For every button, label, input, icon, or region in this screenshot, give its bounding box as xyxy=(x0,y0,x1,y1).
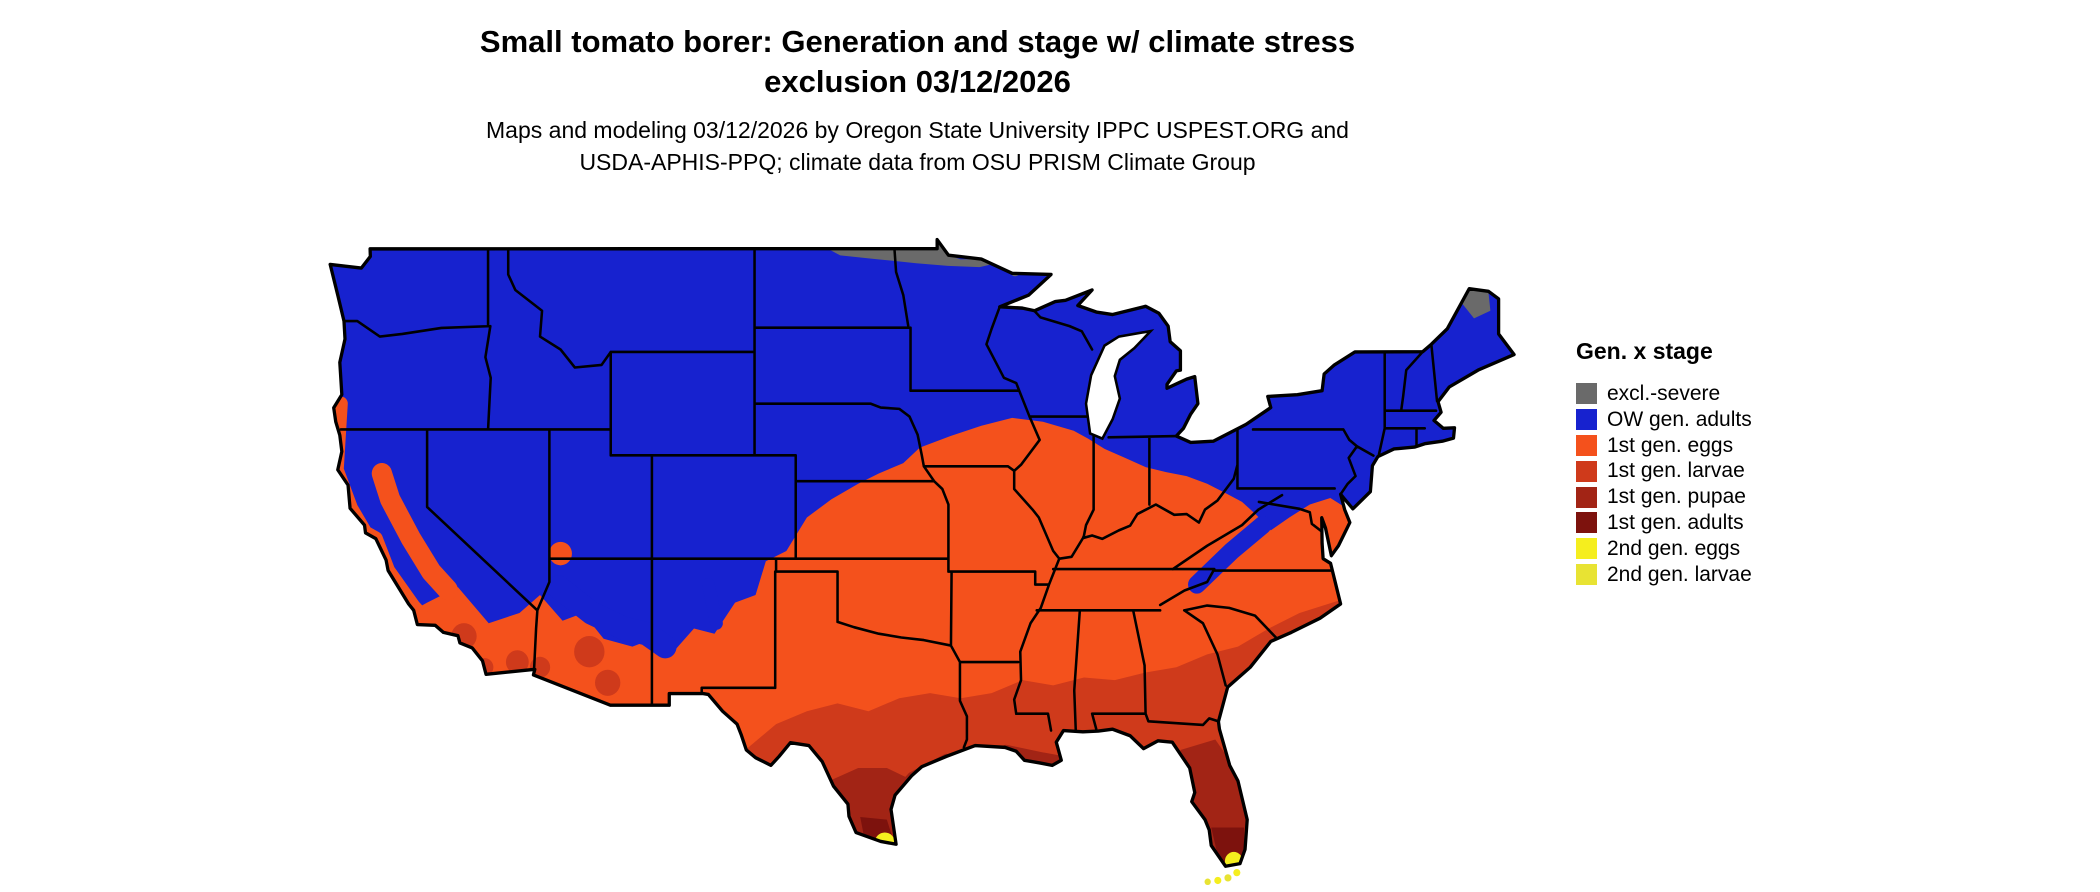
legend-label: 1st gen. eggs xyxy=(1607,433,1734,457)
legend-label: 1st gen. larvae xyxy=(1607,459,1745,483)
legend-item: 1st gen. eggs xyxy=(1576,433,1752,459)
us-map xyxy=(328,237,1516,886)
title-line-2: exclusion 03/12/2026 xyxy=(764,64,1071,99)
legend-swatch-excl-severe xyxy=(1576,383,1597,405)
state-borders xyxy=(339,247,1439,749)
legend-item: 1st gen. larvae xyxy=(1576,458,1752,484)
legend-item: 1st gen. pupae xyxy=(1576,484,1752,510)
legend-label: excl.-severe xyxy=(1607,382,1721,405)
legend-item: 2nd gen. eggs xyxy=(1576,536,1752,562)
region-excl-severe-maine xyxy=(1461,288,1491,319)
page-subtitle: Maps and modeling 03/12/2026 by Oregon S… xyxy=(0,114,1835,178)
title-line-1: Small tomato borer: Generation and stage… xyxy=(479,24,1356,59)
legend-swatch-ow-gen-adults xyxy=(1576,409,1597,431)
subtitle-line-2: USDA-APHIS-PPQ; climate data from OSU PR… xyxy=(579,149,1256,175)
florida-keys-dots xyxy=(1204,868,1241,886)
legend-label: 1st gen. pupae xyxy=(1607,485,1746,509)
subtitle-line-1: Maps and modeling 03/12/2026 by Oregon S… xyxy=(486,117,1349,143)
page-title: Small tomato borer: Generation and stage… xyxy=(0,22,1835,102)
region-blue-appalachians xyxy=(1188,516,1272,594)
legend: Gen. x stage excl.-severe OW gen. adults… xyxy=(1576,338,1752,587)
region-larvae-phoenix xyxy=(574,636,605,668)
legend-item: excl.-severe xyxy=(1576,381,1752,407)
legend-swatch-1st-gen-larvae xyxy=(1576,460,1597,482)
legend-item: 2nd gen. larvae xyxy=(1576,562,1752,588)
lake-michigan xyxy=(1084,329,1155,441)
legend-title: Gen. x stage xyxy=(1576,338,1713,364)
region-larvae-imperial-valley xyxy=(505,650,529,674)
map-raster-regions xyxy=(330,239,1515,867)
legend-label: OW gen. adults xyxy=(1607,407,1752,431)
region-eggs-central-valley xyxy=(371,463,458,601)
legend-item: OW gen. adults xyxy=(1576,407,1752,433)
region-eggs-sw-utah xyxy=(549,541,572,566)
us-outline xyxy=(328,237,1516,868)
legend-item: 1st gen. adults xyxy=(1576,510,1752,536)
us-map-container xyxy=(308,228,1527,887)
legend-swatch-1st-gen-adults xyxy=(1576,512,1597,534)
legend-swatch-2nd-gen-eggs xyxy=(1576,538,1597,560)
legend-swatch-1st-gen-pupae xyxy=(1576,486,1597,508)
legend-label: 2nd gen. eggs xyxy=(1607,536,1741,560)
region-blue-nm-mountains xyxy=(701,577,723,630)
legend-swatch-1st-gen-eggs xyxy=(1576,434,1597,456)
region-larvae-tucson xyxy=(595,669,621,696)
legend-swatch-2nd-gen-larvae xyxy=(1576,563,1597,585)
headings: Small tomato borer: Generation and stage… xyxy=(0,0,1835,178)
legend-label: 1st gen. adults xyxy=(1607,510,1744,534)
region-excl-severe-minnesota xyxy=(827,239,991,268)
legend-label: 2nd gen. larvae xyxy=(1607,562,1752,586)
